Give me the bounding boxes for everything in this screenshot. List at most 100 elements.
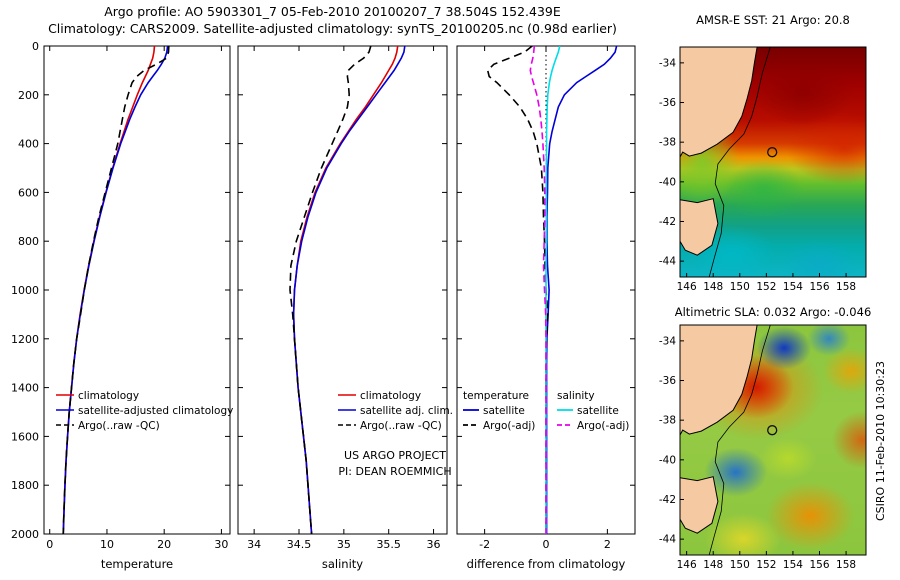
svg-text:2: 2 — [604, 538, 611, 551]
svg-text:0: 0 — [32, 40, 39, 53]
svg-text:1400: 1400 — [11, 382, 39, 395]
svg-text:34: 34 — [247, 538, 261, 551]
svg-text:-44: -44 — [659, 256, 676, 268]
sla-map-overlay: 146 148 150 152 154 156 158 -34 -36 -38 -40 -42 -44 — [659, 324, 867, 571]
temperature-profile-y-axis: 0 200 400 600 800 1000 1200 1400 1600 1800 2000 — [11, 40, 230, 541]
temperature-profile-panel: 0 10 20 30 0 200 400 600 800 1000 1200 1400 1600 1800… — [11, 40, 233, 551]
temperature-profile-x-axis: 0 10 20 30 — [46, 46, 228, 551]
svg-text:800: 800 — [18, 235, 39, 248]
svg-text:0: 0 — [543, 538, 550, 551]
svg-text:salinity: salinity — [557, 390, 595, 402]
sla-map-title: Altimetric SLA: 0.032 Argo: -0.046 — [674, 305, 872, 319]
panel-box — [237, 45, 448, 535]
sla-lon-axis: 146 148 150 152 154 156 158 — [677, 551, 856, 571]
difference-profile-y-axis — [457, 45, 635, 535]
svg-text:1800: 1800 — [11, 479, 39, 492]
svg-text:146: 146 — [677, 281, 697, 293]
svg-text:-40: -40 — [659, 454, 676, 466]
panel-box — [43, 45, 231, 535]
svg-text:-38: -38 — [659, 415, 676, 427]
svg-text:satellite adj. clim.: satellite adj. clim. — [360, 405, 453, 417]
salinity-profile-legend: climatology satellite adj. clim. Argo(..ra… — [338, 390, 453, 432]
svg-text:148: 148 — [703, 281, 723, 293]
svg-text:35: 35 — [337, 538, 351, 551]
svg-text:-36: -36 — [659, 97, 676, 109]
difference-profile-legend: temperature satellite Argo(-adj) salinity sa… — [463, 390, 629, 432]
svg-text:-36: -36 — [659, 375, 676, 387]
svg-text:satellite: satellite — [483, 405, 525, 417]
svg-text:-34: -34 — [659, 57, 676, 69]
sst-map-title: AMSR-E SST: 21 Argo: 20.8 — [696, 13, 850, 27]
salinity-profile-y-axis — [238, 45, 447, 535]
svg-text:Argo(-adj): Argo(-adj) — [577, 420, 629, 432]
salinity-profile-x-axis: 34 34.5 35 35.5 36 — [247, 46, 441, 551]
svg-text:600: 600 — [18, 186, 39, 199]
map-border — [679, 324, 867, 556]
svg-text:satellite: satellite — [577, 405, 619, 417]
svg-text:36: 36 — [427, 538, 441, 551]
svg-text:35.5: 35.5 — [376, 538, 401, 551]
svg-text:-38: -38 — [659, 137, 676, 149]
svg-text:0: 0 — [46, 538, 53, 551]
salinity-axis-label: salinity — [321, 557, 364, 571]
svg-text:158: 158 — [836, 559, 856, 571]
figure-title: Argo profile: AO 5903301_7 05-Feb-2010 2… — [104, 4, 561, 19]
svg-text:-42: -42 — [659, 216, 676, 228]
svg-text:10: 10 — [100, 538, 114, 551]
svg-text:20: 20 — [157, 538, 171, 551]
svg-text:PI: DEAN ROEMMICH: PI: DEAN ROEMMICH — [338, 465, 451, 478]
svg-text:148: 148 — [703, 559, 723, 571]
figure-subtitle: Climatology: CARS2009. Satellite-adjuste… — [48, 21, 617, 36]
difference-profile-panel: -2 0 2 temperature satellite Argo(-adj) salini… — [456, 45, 636, 551]
salinity-profile-line-satellite-adj-clim- — [292, 46, 406, 534]
svg-text:Argo(..raw -QC): Argo(..raw -QC) — [360, 420, 442, 432]
svg-text:climatology: climatology — [360, 390, 421, 402]
sst-lat-axis: -34 -36 -38 -40 -42 -44 — [659, 57, 684, 268]
difference-axis-label: difference from climatology — [466, 557, 626, 571]
svg-text:158: 158 — [836, 281, 856, 293]
svg-text:34.5: 34.5 — [287, 538, 312, 551]
svg-text:156: 156 — [809, 281, 829, 293]
svg-text:climatology: climatology — [78, 390, 139, 402]
mainland-coast — [680, 47, 758, 158]
svg-text:satellite-adjusted climatology: satellite-adjusted climatology — [78, 405, 233, 417]
svg-text:30: 30 — [214, 538, 228, 551]
svg-text:Argo(-adj): Argo(-adj) — [483, 420, 535, 432]
svg-text:200: 200 — [18, 89, 39, 102]
mainland-coast — [680, 325, 758, 436]
svg-text:-2: -2 — [479, 538, 490, 551]
sst-map-overlay: 146 148 150 152 154 156 158 -34 -36 -38 -40 -42 -44 — [659, 46, 867, 293]
sla-lat-axis: -34 -36 -38 -40 -42 -44 — [659, 335, 684, 546]
svg-text:1600: 1600 — [11, 430, 39, 443]
svg-text:1200: 1200 — [11, 333, 39, 346]
map-border — [679, 46, 867, 278]
temperature-axis-label: temperature — [100, 557, 174, 571]
salinity-profile-panel: 34 34.5 35 35.5 36 climatology satellite adj. … — [237, 45, 453, 551]
svg-text:400: 400 — [18, 138, 39, 151]
svg-text:2000: 2000 — [11, 528, 39, 541]
svg-text:152: 152 — [756, 281, 776, 293]
tasmania-coast — [680, 476, 719, 534]
argo-float-marker — [767, 147, 778, 158]
offshore-contour — [708, 47, 771, 277]
temperature-profile-legend: climatology satellite-adjusted climatolog… — [56, 390, 233, 432]
svg-text:-44: -44 — [659, 534, 676, 546]
svg-text:Argo(..raw -QC): Argo(..raw -QC) — [78, 420, 160, 432]
difference-profile-line-argo-adj- — [529, 46, 547, 534]
sst-lon-axis: 146 148 150 152 154 156 158 — [677, 273, 856, 293]
salinity-profile-line-argo-raw-qc- — [289, 46, 372, 534]
svg-text:US ARGO PROJECT: US ARGO PROJECT — [344, 449, 446, 462]
svg-text:-34: -34 — [659, 335, 676, 347]
svg-text:-42: -42 — [659, 494, 676, 506]
svg-text:154: 154 — [783, 559, 803, 571]
svg-text:154: 154 — [783, 281, 803, 293]
offshore-contour — [708, 325, 771, 555]
project-annotation: US ARGO PROJECT PI: DEAN ROEMMICH — [338, 449, 451, 478]
svg-text:152: 152 — [756, 559, 776, 571]
svg-text:-40: -40 — [659, 176, 676, 188]
svg-text:1000: 1000 — [11, 284, 39, 297]
svg-text:156: 156 — [809, 559, 829, 571]
svg-text:temperature: temperature — [463, 390, 529, 402]
svg-text:146: 146 — [677, 559, 697, 571]
